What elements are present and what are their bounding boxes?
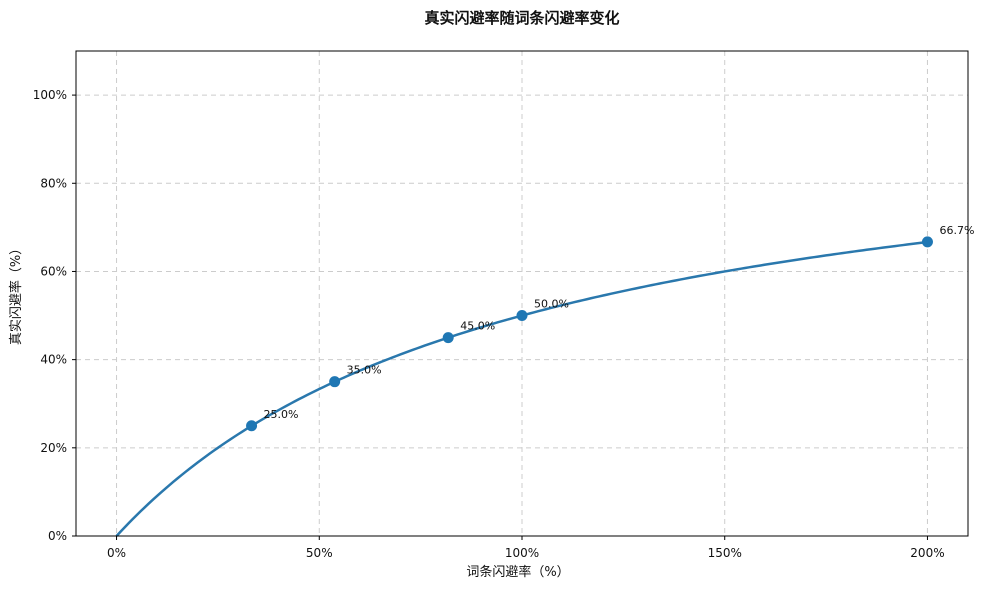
data-point xyxy=(516,310,528,322)
ticks-layer: 0% 50% 100% 150% 200% 0% 20% 40% 60% 80% 100% xyxy=(33,88,945,560)
data-label: 50.0% xyxy=(534,298,569,311)
data-label: 25.0% xyxy=(264,408,299,421)
data-label: 66.7% xyxy=(939,224,974,237)
grid-layer xyxy=(76,51,968,536)
y-axis-label: 真实闪避率（%） xyxy=(8,242,24,345)
data-point xyxy=(329,376,341,388)
x-tick-label: 50% xyxy=(306,546,333,560)
chart-title: 真实闪避率随词条闪避率变化 xyxy=(424,9,619,27)
data-point xyxy=(921,236,933,248)
data-label: 35.0% xyxy=(347,364,382,377)
x-tick-label: 100% xyxy=(505,546,539,560)
x-tick-label: 150% xyxy=(708,546,742,560)
y-tick-label: 80% xyxy=(40,176,67,190)
x-tick-label: 0% xyxy=(107,546,126,560)
y-tick-label: 100% xyxy=(33,88,67,102)
points-layer: 25.0% 35.0% 45.0% 50.0% 66.7% xyxy=(246,224,974,432)
x-tick-label: 200% xyxy=(910,546,944,560)
data-point xyxy=(442,332,454,344)
y-tick-label: 40% xyxy=(40,353,67,367)
data-point xyxy=(246,420,258,432)
x-axis-label: 词条闪避率（%） xyxy=(466,564,569,580)
y-tick-label: 60% xyxy=(40,264,67,278)
y-tick-label: 20% xyxy=(40,441,67,455)
plot-frame xyxy=(75,50,969,537)
y-tick-label: 0% xyxy=(48,529,67,543)
data-label: 45.0% xyxy=(460,320,495,333)
